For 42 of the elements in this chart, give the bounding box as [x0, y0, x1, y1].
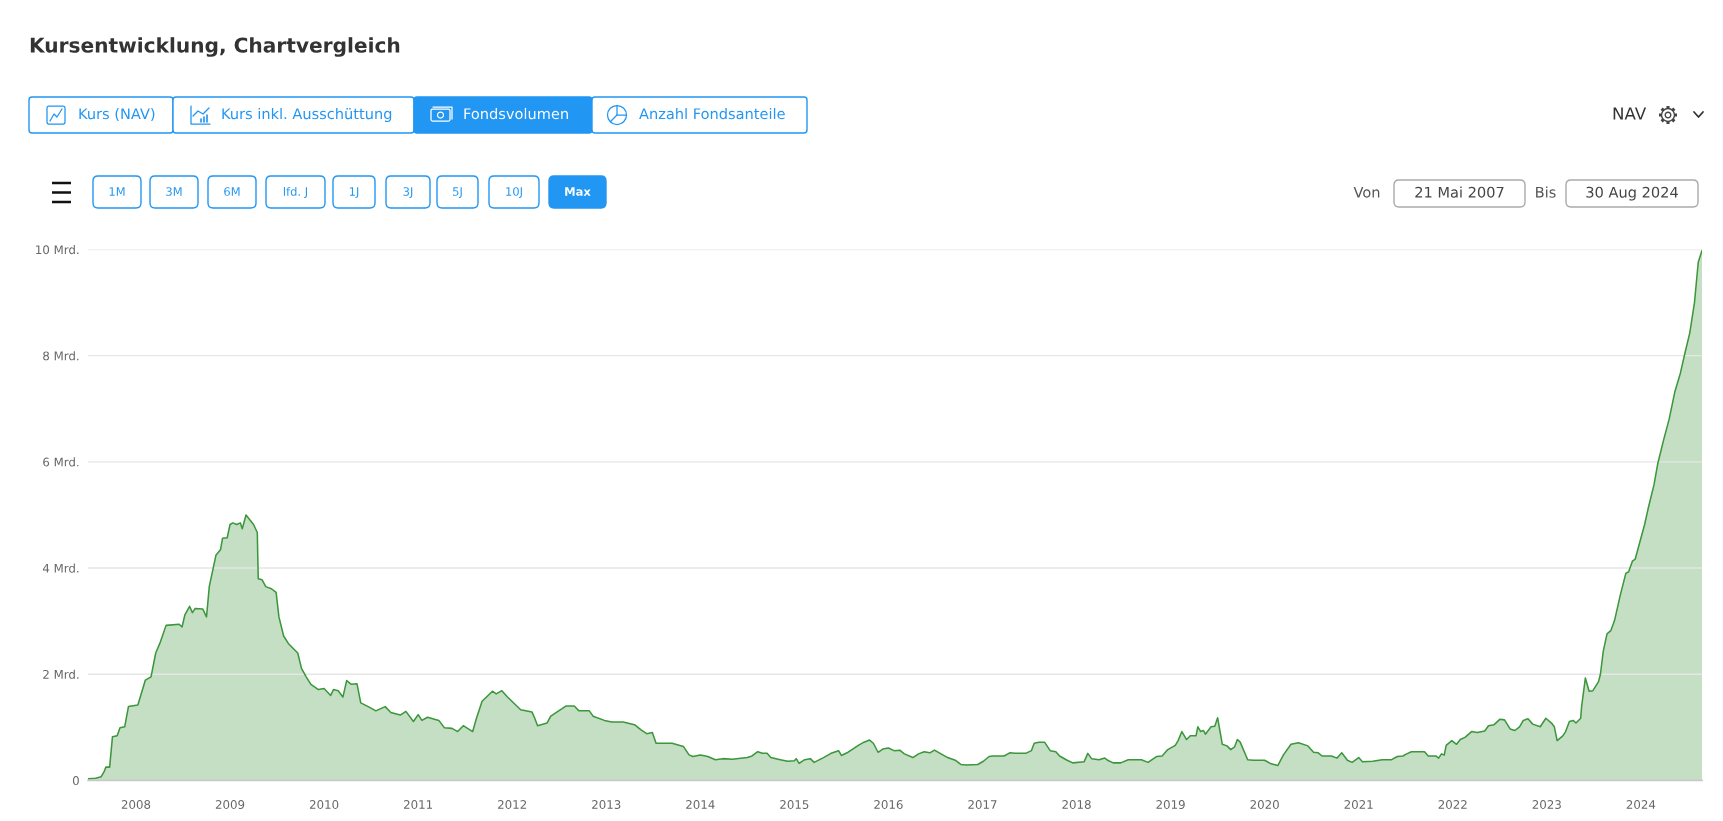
- x-tick-label: 2021: [1344, 800, 1373, 809]
- x-tick-label: 2008: [121, 800, 151, 809]
- text: 3J: [403, 187, 413, 198]
- y-tick-label: 6 Mrd.: [43, 457, 79, 467]
- text: Bis: [1536, 186, 1556, 198]
- text: 3M: [166, 187, 182, 196]
- x-tick-label: 2017: [968, 800, 997, 809]
- x-tick-label: 2013: [592, 800, 621, 809]
- x-tick-label: 2022: [1438, 800, 1467, 809]
- x-tick-label: 2015: [780, 800, 809, 809]
- text: 1M: [109, 187, 125, 196]
- y-tick-label: 8 Mrd.: [43, 351, 79, 361]
- text: Max: [565, 187, 591, 196]
- text: 30 Aug 2024: [1586, 186, 1678, 201]
- x-tick-label: 2009: [215, 800, 245, 809]
- x-tick-label: 2024: [1626, 800, 1656, 809]
- x-tick-label: 2023: [1532, 800, 1561, 809]
- text: Kurs (NAV): [79, 107, 155, 121]
- text: 21 Mai 2007: [1415, 186, 1504, 198]
- y-tick-label: 4 Mrd.: [42, 563, 79, 573]
- y-tick-label: 10 Mrd.: [36, 245, 79, 255]
- x-tick-label: 2020: [1250, 800, 1279, 809]
- text: 5J: [453, 187, 462, 198]
- y-tick-label: 0: [72, 776, 79, 786]
- x-tick-label: 2010: [309, 800, 339, 809]
- x-tick-label: 2018: [1062, 800, 1091, 809]
- chart-title: Kursentwicklung, Chartvergleich: [30, 37, 400, 57]
- x-tick-label: 2014: [686, 800, 715, 809]
- text: Kurs inkl. Ausschüttung: [222, 107, 392, 123]
- text: Anzahl Fondsanteile: [639, 107, 785, 120]
- x-tick-label: 2019: [1156, 800, 1185, 809]
- text: NAV: [1613, 107, 1647, 120]
- text: 10J: [506, 187, 522, 198]
- text: Von: [1353, 186, 1380, 198]
- text: Fondsvolumen: [464, 107, 568, 120]
- x-tick-label: 2012: [498, 800, 527, 809]
- text: 1J: [349, 187, 359, 198]
- x-tick-label: 2011: [403, 800, 433, 809]
- x-tick-label: 2016: [874, 800, 903, 809]
- text: 6M: [224, 187, 240, 196]
- y-tick-label: 2 Mrd.: [43, 669, 79, 679]
- text: lfd. J: [283, 186, 308, 198]
